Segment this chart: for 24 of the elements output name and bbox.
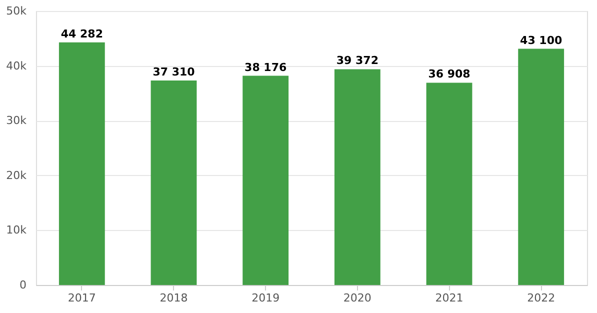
bar (426, 82, 472, 285)
y-tick-label: 40k (6, 59, 28, 72)
y-tick-label: 30k (6, 114, 28, 128)
data-label: 38 176 (244, 60, 287, 74)
x-tick-label: 2022 (527, 292, 556, 304)
data-label: 36 908 (428, 68, 470, 81)
bar (518, 48, 564, 285)
x-tick-label: 2017 (68, 292, 96, 304)
x-tick-label: 2021 (435, 292, 464, 304)
y-tick-label: 50k (6, 4, 28, 18)
x-tick-label: 2018 (160, 292, 188, 304)
bar (58, 42, 105, 285)
y-tick-label: 10k (6, 224, 28, 237)
x-tick-label: 2019 (252, 292, 280, 304)
data-label: 37 310 (152, 66, 196, 79)
bar (150, 80, 197, 285)
data-label: 44 282 (60, 27, 103, 40)
data-label: 43 100 (520, 34, 562, 47)
bar (242, 76, 289, 285)
x-tick-label: 2020 (343, 292, 372, 304)
y-tick-label: 20k (6, 168, 28, 182)
data-label: 39 372 (336, 54, 378, 68)
y-tick-label: 0 (20, 278, 26, 292)
bar (334, 69, 380, 285)
